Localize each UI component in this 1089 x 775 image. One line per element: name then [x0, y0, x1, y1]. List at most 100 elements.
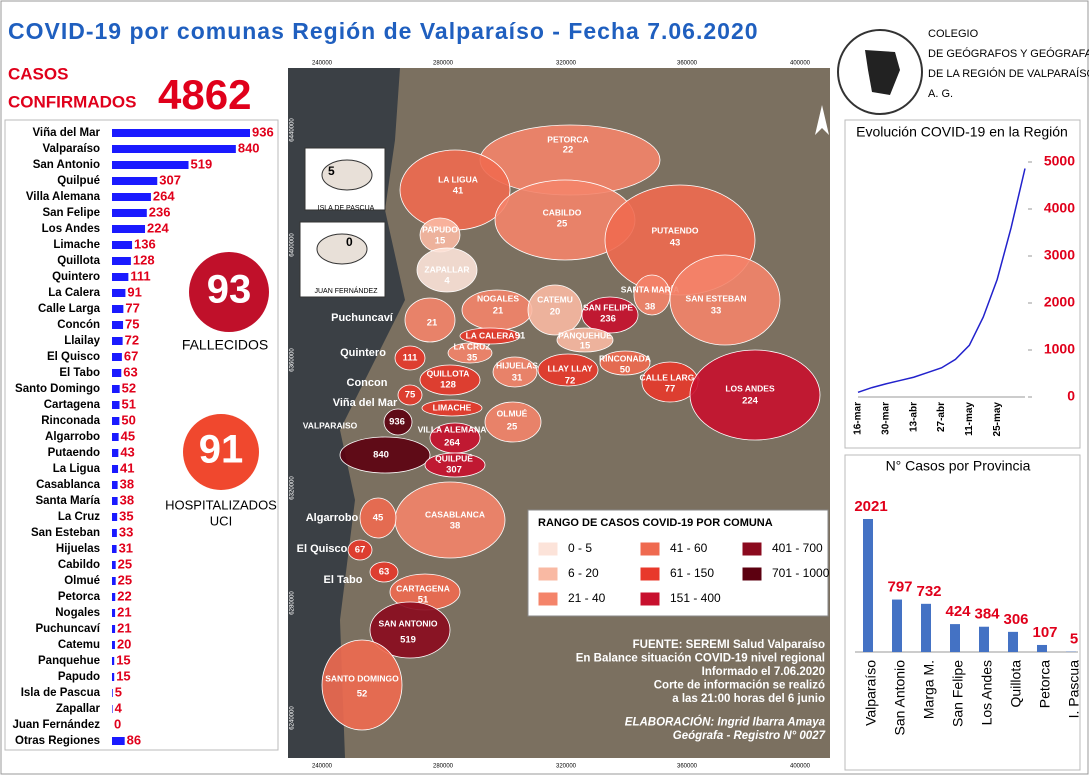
- legend-swatch: [537, 566, 559, 582]
- hosp-label: UCI: [210, 513, 232, 528]
- comuna-name: PUTAENDO: [651, 225, 698, 235]
- island: [321, 159, 373, 191]
- comuna-area: [424, 452, 486, 478]
- bar: [112, 305, 124, 313]
- bar: [1037, 644, 1047, 652]
- comuna-value: 25: [557, 219, 568, 230]
- comuna-name: Quintero: [340, 347, 386, 359]
- bar-value: 128: [133, 252, 155, 267]
- comuna-value: 38: [645, 302, 656, 313]
- bar-value: 840: [238, 140, 260, 155]
- bar-value: 936: [252, 124, 274, 139]
- y-tick-label: 1000: [1044, 341, 1075, 357]
- comuna-area: [419, 364, 481, 396]
- comuna-name: CASABLANCA: [425, 509, 485, 519]
- bar-value: 33: [119, 524, 133, 539]
- bar: [892, 599, 902, 652]
- bar: [112, 497, 118, 505]
- confirmed-value: 4862: [158, 71, 251, 118]
- bar-value: 77: [125, 300, 139, 315]
- bar-value: 519: [191, 156, 213, 171]
- line-title: Evolución COVID-19 en la Región: [856, 124, 1068, 140]
- bar: [112, 321, 124, 329]
- map-y-tick: 6280000: [290, 591, 296, 615]
- comuna-name: Algarrobo: [306, 512, 359, 524]
- map-y-tick: 6400000: [290, 233, 296, 257]
- legend-label: 41 - 60: [670, 541, 708, 555]
- comuna-name: LLAY LLAY: [547, 363, 592, 373]
- bar: [112, 593, 116, 601]
- map-x-tick: 400000: [790, 61, 811, 67]
- bar: [112, 129, 250, 137]
- bar: [112, 625, 116, 633]
- comuna-name: CARTAGENA: [396, 583, 450, 593]
- bar: [112, 433, 119, 441]
- x-tick-label: I. Pascua: [1066, 660, 1082, 719]
- bar-label: Los Andes: [42, 223, 100, 235]
- comuna-area: [321, 639, 403, 731]
- comuna-name: Puchuncaví: [331, 312, 394, 324]
- island: [316, 233, 368, 265]
- map-x-tick: 400000: [790, 764, 811, 770]
- bar-label: Concón: [57, 319, 100, 331]
- bar: [863, 519, 873, 652]
- comuna-name: SAN ANTONIO: [378, 618, 437, 628]
- comuna-name: SAN FELIPE: [583, 302, 633, 312]
- comuna-value: 20: [550, 307, 561, 318]
- legend-swatch: [741, 566, 763, 582]
- comuna-area: [527, 284, 583, 336]
- bar: [112, 177, 158, 185]
- comuna-area: [556, 327, 614, 353]
- bar: [112, 689, 113, 697]
- bar-label: Rinconada: [41, 415, 100, 427]
- comuna-area: [459, 327, 521, 345]
- bar: [112, 513, 118, 521]
- comuna-value: 35: [467, 353, 478, 364]
- comuna-value: 41: [453, 186, 464, 197]
- comuna-value: 45: [373, 513, 384, 524]
- map-x-tick: 280000: [433, 764, 454, 770]
- comuna-name: Viña del Mar: [333, 397, 398, 409]
- comuna-area: [347, 539, 373, 561]
- comuna-value: 840: [373, 450, 389, 461]
- comuna-name: Concon: [347, 377, 388, 389]
- bar-value: 86: [127, 732, 141, 747]
- bar-label: Villa Alemana: [26, 191, 101, 203]
- bar-value: 50: [121, 412, 135, 427]
- bar-label: San Felipe: [42, 207, 100, 219]
- bar: [112, 545, 117, 553]
- legend-swatch: [741, 541, 763, 557]
- bar-value: 307: [159, 172, 181, 187]
- bar-value: 107: [1032, 624, 1057, 641]
- x-tick-label: Petorca: [1037, 660, 1053, 708]
- bar: [112, 385, 120, 393]
- bar-value: 25: [118, 572, 132, 587]
- bar: [112, 481, 118, 489]
- bar-label: Llailay: [64, 335, 100, 347]
- comuna-value: 236: [600, 314, 616, 325]
- comuna-name: PANQUEHUE: [558, 330, 612, 340]
- bar: [112, 641, 115, 649]
- bar: [112, 145, 236, 153]
- title: COVID-19 por comunas Región de Valparaís…: [8, 18, 759, 44]
- bar: [112, 705, 113, 713]
- bar-label: Puchuncaví: [35, 623, 100, 635]
- comuna-value: 111: [403, 353, 419, 364]
- x-tick-label: 11-may: [964, 402, 975, 436]
- bar: [112, 209, 147, 217]
- source-line: Geógrafa - Registro N° 0027: [673, 730, 826, 742]
- bar: [112, 401, 120, 409]
- x-tick-label: Los Andes: [979, 660, 995, 725]
- comuna-name: LOS ANDES: [725, 383, 775, 393]
- bar-label: Nogales: [55, 607, 100, 619]
- bar-label: San Antonio: [33, 159, 100, 171]
- bar-label: Juan Fernández: [12, 719, 100, 731]
- comuna-name: RINCONADA: [599, 353, 651, 363]
- comuna-value: 128: [440, 380, 456, 391]
- bar-value: 384: [974, 606, 1000, 623]
- deaths-value: 93: [207, 268, 252, 312]
- hosp-badge: [183, 414, 259, 490]
- comuna-name: CALLE LARGA: [640, 372, 701, 382]
- legend-label: 6 - 20: [568, 566, 599, 580]
- bar-value: 15: [116, 652, 130, 667]
